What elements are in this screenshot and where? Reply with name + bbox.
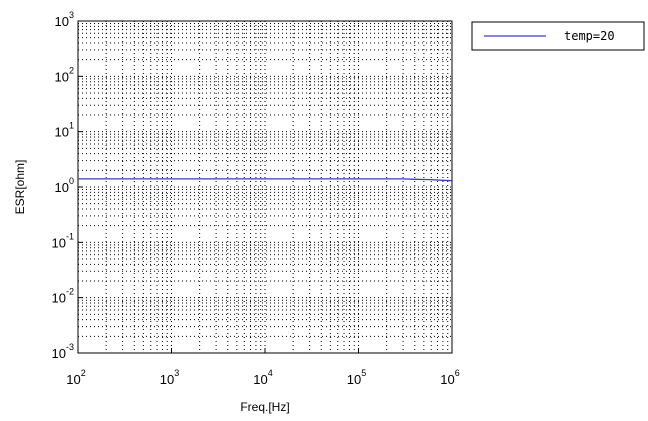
y-axis-label: ESR[ohm] (13, 160, 27, 215)
y-tick-label: 102 (55, 65, 74, 84)
y-tick-label: 101 (55, 121, 74, 140)
legend: temp=20 (471, 21, 645, 51)
x-axis-label: Freq.[Hz] (240, 400, 289, 414)
x-tick-label: 102 (66, 368, 85, 387)
y-tick-label: 10-3 (52, 342, 74, 361)
series-line-0 (78, 178, 453, 182)
y-tick-label: 103 (55, 10, 74, 29)
series-lines (78, 178, 453, 182)
y-tick-label: 10-1 (52, 231, 74, 250)
x-tick-label: 104 (253, 368, 272, 387)
y-tick-label: 10-2 (52, 287, 74, 306)
x-tick-label: 106 (440, 368, 459, 387)
y-tick-label: 100 (55, 176, 74, 195)
legend-label-temp-20: temp=20 (564, 29, 615, 43)
grid-lines (78, 21, 452, 353)
x-tick-label: 105 (347, 368, 366, 387)
x-axis-ticks: 102 103 104 105 106 (66, 348, 460, 387)
x-tick-label: 103 (160, 368, 179, 387)
